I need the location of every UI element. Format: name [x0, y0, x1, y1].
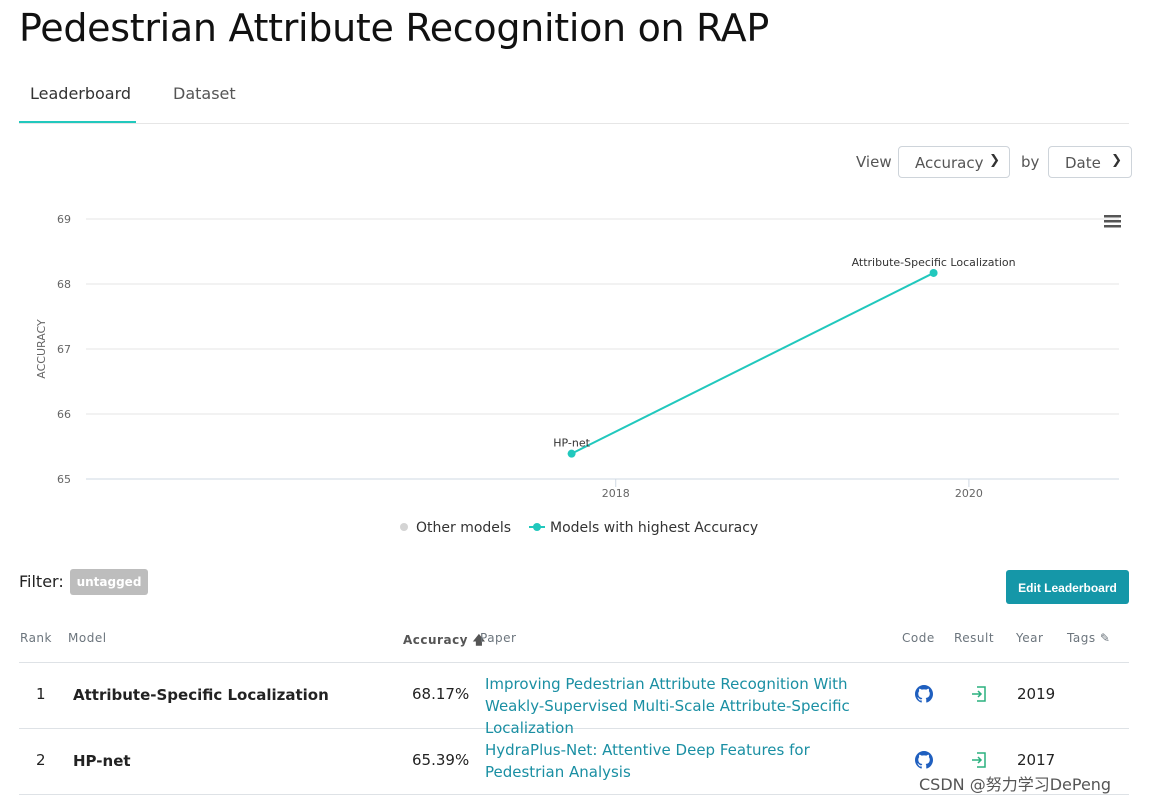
accuracy-chart: 65 66 67 68 69 2018 2020 ACCURACY HP-net Attribut… — [35, 213, 1121, 536]
axis-select[interactable]: Date ❯ — [1048, 146, 1132, 178]
table-row: 2 HP-net 65.39% HydraPlus-Net: Attentive… — [19, 729, 1129, 795]
header-paper: Paper — [480, 631, 517, 645]
filter-label: Filter: — [19, 572, 64, 591]
y-tick-label: 66 — [57, 408, 71, 421]
metric-select-value: Accuracy — [915, 154, 984, 172]
untagged-filter-badge[interactable]: untagged — [70, 569, 148, 595]
result-icon[interactable] — [970, 685, 988, 703]
header-tags-label: Tags — [1067, 631, 1096, 645]
legend-label-highest: Models with highest Accuracy — [550, 520, 758, 536]
legend-marker-highest — [533, 523, 541, 531]
table-header: Rank Model Accuracy 🡅 Paper Code Result … — [19, 624, 1129, 663]
row-paper-link[interactable]: Improving Pedestrian Attribute Recogniti… — [485, 675, 850, 737]
header-accuracy[interactable]: Accuracy 🡅 — [403, 631, 486, 652]
row-year: 2019 — [1017, 685, 1056, 703]
header-rank: Rank — [20, 631, 52, 645]
row-model[interactable]: Attribute-Specific Localization — [73, 686, 329, 704]
watermark: CSDN @努力学习DePeng — [919, 775, 1112, 794]
data-label: Attribute-Specific Localization — [852, 256, 1016, 269]
legend-label-other: Other models — [416, 520, 511, 536]
view-label: View — [856, 153, 892, 171]
data-label: HP-net — [553, 437, 590, 450]
by-label: by — [1021, 153, 1040, 171]
metric-select[interactable]: Accuracy ❯ — [898, 146, 1010, 178]
data-point — [567, 449, 576, 458]
edit-leaderboard-button[interactable]: Edit Leaderboard — [1006, 570, 1129, 604]
row-paper-link[interactable]: HydraPlus-Net: Attentive Deep Features f… — [485, 741, 810, 781]
row-rank: 1 — [36, 685, 46, 703]
x-tick-label: 2018 — [602, 487, 630, 500]
row-model[interactable]: HP-net — [73, 752, 131, 770]
y-tick-label: 65 — [57, 473, 71, 486]
row-accuracy: 65.39% — [412, 751, 470, 769]
tab-leaderboard[interactable]: Leaderboard — [30, 84, 132, 103]
header-model: Model — [68, 631, 107, 645]
edit-icon[interactable]: ✎ — [1099, 631, 1111, 645]
header-result: Result — [954, 631, 995, 645]
x-tick-label: 2020 — [955, 487, 983, 500]
header-tags: Tags ✎ — [1067, 631, 1110, 645]
active-tab-indicator — [19, 121, 136, 123]
chevron-down-icon: ❯ — [1111, 153, 1122, 168]
series-line-highest-accuracy — [571, 272, 935, 455]
header-year: Year — [1016, 631, 1044, 645]
row-accuracy: 68.17% — [412, 685, 470, 703]
header-code: Code — [902, 631, 935, 645]
legend-marker-other — [400, 523, 408, 531]
page-title: Pedestrian Attribute Recognition on RAP — [19, 6, 769, 50]
github-icon[interactable] — [915, 685, 933, 703]
y-tick-label: 68 — [57, 278, 71, 291]
sort-up-arrow-icon: 🡅 — [472, 633, 486, 647]
y-axis-label: ACCURACY — [35, 319, 48, 379]
data-point — [929, 268, 938, 277]
tab-dataset[interactable]: Dataset — [173, 84, 236, 103]
row-year: 2017 — [1017, 751, 1056, 769]
view-controls: View Accuracy ❯ by Date ❯ — [820, 146, 1132, 180]
row-rank: 2 — [36, 751, 46, 769]
table-row: 1 Attribute-Specific Localization 68.17%… — [19, 663, 1129, 737]
y-tick-label: 67 — [57, 343, 71, 356]
result-icon[interactable] — [970, 751, 988, 769]
github-icon[interactable] — [915, 751, 933, 769]
y-tick-label: 69 — [57, 213, 71, 226]
header-accuracy-label: Accuracy — [403, 633, 469, 647]
tab-bar: Leaderboard Dataset — [19, 70, 1129, 124]
chevron-down-icon: ❯ — [989, 153, 1000, 168]
axis-select-value: Date — [1065, 154, 1101, 172]
hamburger-icon[interactable] — [1104, 215, 1121, 228]
